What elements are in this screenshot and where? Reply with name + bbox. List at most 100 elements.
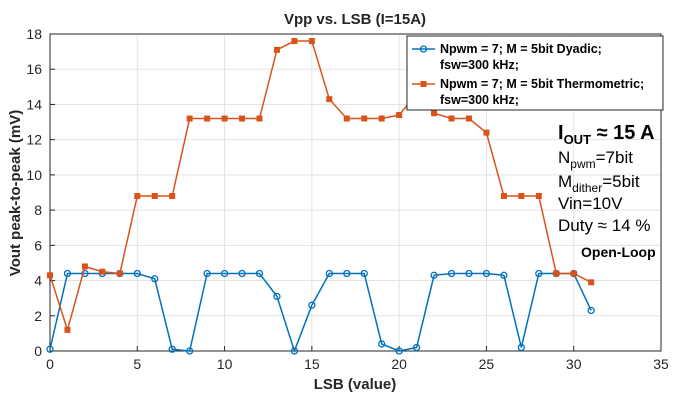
data-point: [255, 269, 264, 278]
chart-title: Vpp vs. LSB (I=15A): [284, 11, 426, 28]
x-tick-label: 30: [566, 356, 582, 372]
data-point: [395, 347, 403, 355]
y-tick-label: 16: [26, 61, 42, 77]
data-point: [116, 270, 123, 277]
legend-label-thermometric-line2: fsw=300 kHz;: [440, 93, 519, 107]
data-point: [81, 269, 89, 278]
data-point: [134, 193, 141, 200]
data-point: [221, 115, 228, 122]
data-point: [517, 343, 525, 352]
data-point: [325, 269, 333, 278]
data-point: [186, 115, 193, 122]
data-point: [168, 345, 176, 353]
data-point: [238, 269, 246, 278]
series-layer: [46, 38, 595, 355]
y-tick-label: 0: [34, 343, 42, 359]
annotation-vin: Vin=10V: [558, 194, 623, 213]
data-point: [465, 269, 473, 278]
data-point: [500, 271, 508, 279]
y-tick-label: 12: [26, 132, 42, 148]
plot-frame: [49, 33, 662, 352]
data-point: [553, 270, 560, 277]
data-point: [151, 193, 158, 200]
data-point: [482, 269, 491, 278]
data-point: [447, 269, 456, 278]
data-point: [570, 270, 577, 277]
data-point: [412, 343, 421, 352]
data-point: [81, 263, 88, 270]
data-point: [360, 269, 368, 278]
legend-marker-dyadic: [419, 45, 428, 53]
legend-marker-thermometric: [420, 81, 427, 87]
annotations: IOUT ≈ 15 A Npwm=7bit Mdither=5bit Vin=1…: [558, 122, 656, 260]
y-tick-label: 10: [26, 167, 42, 183]
data-point: [291, 38, 298, 45]
y-tick-label: 6: [34, 237, 42, 253]
data-point: [46, 345, 54, 353]
legend-box: [406, 35, 664, 111]
series-dyadic: [46, 269, 595, 355]
data-point: [448, 115, 455, 122]
x-tick-label: 25: [479, 356, 495, 372]
annotation-iout: IOUT ≈ 15 A: [558, 122, 655, 147]
data-point: [203, 269, 211, 278]
data-point: [169, 193, 176, 200]
data-point: [326, 96, 333, 103]
data-point: [63, 269, 72, 278]
data-point: [239, 115, 246, 122]
data-point: [186, 347, 194, 355]
annotation-mdither: Mdither=5bit: [558, 172, 640, 195]
data-point: [64, 326, 71, 333]
y-tick-label: 8: [34, 202, 42, 218]
data-point: [99, 268, 106, 275]
legend: Npwm = 7; M = 5bit Dyadic; fsw=300 kHz; …: [406, 35, 664, 111]
y-tick-label: 4: [34, 273, 42, 289]
data-point: [518, 193, 525, 200]
data-point: [588, 279, 595, 286]
data-point: [273, 292, 281, 301]
data-point: [308, 38, 315, 45]
data-point: [378, 340, 386, 348]
data-point: [47, 272, 53, 279]
annotation-mode: Open-Loop: [581, 244, 656, 260]
x-tick-label: 20: [391, 356, 407, 372]
data-point: [204, 115, 211, 122]
data-point: [361, 115, 368, 122]
y-tick-label: 2: [34, 308, 42, 324]
x-tick-label: 35: [653, 356, 669, 372]
x-tick-label: 0: [46, 356, 54, 372]
legend-label-dyadic-line2: fsw=300 kHz;: [440, 58, 519, 72]
data-point: [290, 347, 299, 355]
data-point: [535, 269, 543, 278]
data-point: [308, 301, 316, 309]
y-tick-label: 14: [26, 96, 42, 112]
legend-label-thermometric-line1: Npwm = 7; M = 5bit Thermometric;: [440, 77, 644, 91]
x-tick-label: 15: [304, 356, 320, 372]
data-point: [343, 269, 351, 278]
data-point: [465, 115, 472, 122]
data-point: [343, 115, 350, 122]
data-point: [535, 193, 542, 200]
data-point: [587, 306, 595, 315]
data-point: [430, 271, 438, 279]
y-axis-label: Vout peak-to-peak (mV): [7, 110, 24, 276]
data-point: [220, 269, 229, 278]
data-point: [378, 115, 385, 122]
annotation-duty: Duty ≈ 14 %: [558, 216, 650, 235]
data-point: [151, 275, 159, 283]
legend-label-dyadic-line1: Npwm = 7; M = 5bit Dyadic;: [440, 42, 602, 56]
data-point: [273, 46, 280, 53]
data-point: [483, 129, 490, 136]
x-tick-label: 5: [133, 356, 141, 372]
annotation-npwm: Npwm=7bit: [558, 148, 633, 171]
x-axis-label: LSB (value): [314, 376, 397, 393]
data-point: [500, 193, 507, 200]
data-point: [396, 112, 403, 119]
data-point: [133, 269, 141, 278]
x-tick-label: 10: [217, 356, 233, 372]
data-point: [256, 115, 263, 122]
y-tick-label: 18: [26, 26, 42, 42]
data-point: [431, 110, 438, 117]
ticks: 0 5 10 15 20 25 30 35 0 2 4 6 8 10 12 14 16 18: [26, 26, 669, 372]
